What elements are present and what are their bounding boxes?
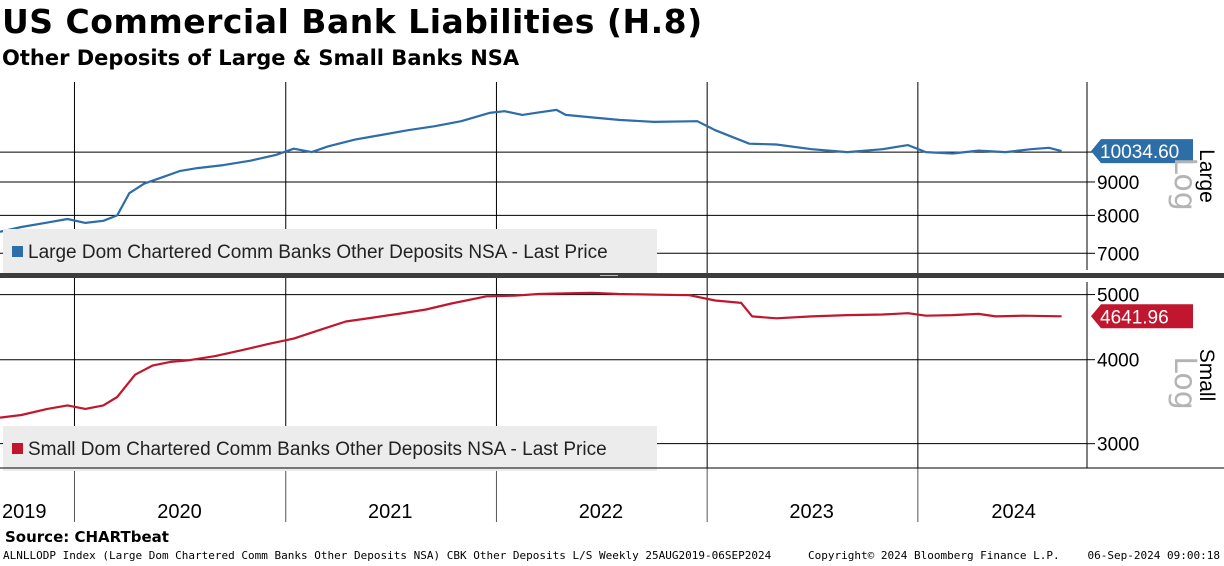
source-note: Source: CHARTbeat: [5, 528, 169, 546]
x-tick-label-2020: 2020: [157, 501, 202, 523]
page-title: US Commercial Bank Liabilities (H.8): [2, 2, 703, 41]
x-tick-label-2023: 2023: [789, 501, 834, 523]
footer-timestamp: 06-Sep-2024 09:00:18: [1087, 549, 1220, 562]
large-banks-series-line: [0, 108, 1062, 233]
y-tick-label: 8000: [1097, 206, 1139, 227]
y-tick-label: 4000: [1097, 351, 1139, 372]
last-value-flag: [1091, 304, 1193, 329]
page-subtitle: Other Deposits of Large & Small Banks NS…: [2, 46, 520, 70]
legend-swatch: [12, 246, 23, 257]
last-value-label: 10034.60: [1100, 142, 1179, 163]
legend-swatch: [12, 443, 23, 454]
panel-side-label: Large: [1195, 149, 1218, 203]
last-value-label: 4641.96: [1100, 307, 1169, 328]
divider-handle: [600, 275, 618, 276]
y-tick-label: 9000: [1097, 173, 1139, 194]
legend-box: [3, 426, 657, 471]
small-banks-series-line: [0, 291, 1062, 419]
legend-label: Large Dom Chartered Comm Banks Other Dep…: [28, 242, 608, 263]
log-scale-label: Log: [1167, 157, 1202, 211]
legend-label: Small Dom Chartered Comm Banks Other Dep…: [28, 439, 607, 460]
footer-copyright: Copyright© 2024 Bloomberg Finance L.P.: [808, 549, 1060, 562]
log-scale-label: Log: [1167, 356, 1202, 410]
y-tick-label: 3000: [1097, 435, 1139, 456]
x-tick-label-2024: 2024: [991, 501, 1036, 523]
x-tick-label-2019: 2019: [2, 501, 47, 523]
legend-box: [3, 229, 657, 274]
x-tick-label-2021: 2021: [368, 501, 413, 523]
footer-index-info: ALNLLODP Index (Large Dom Chartered Comm…: [3, 549, 772, 562]
last-value-flag: [1091, 139, 1193, 164]
y-tick-label: 7000: [1097, 244, 1139, 265]
panel-side-label: Small: [1195, 349, 1218, 402]
y-tick-label: 5000: [1097, 286, 1139, 307]
x-tick-label-2022: 2022: [579, 501, 624, 523]
